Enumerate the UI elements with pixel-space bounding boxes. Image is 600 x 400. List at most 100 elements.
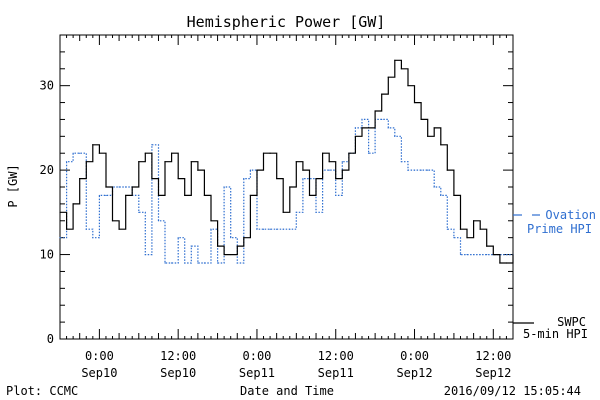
x-tick-label-date: Sep11 (239, 366, 275, 380)
data-point-swpc-5-min-hpi (341, 169, 343, 171)
data-point-swpc-5-min-hpi (348, 152, 350, 154)
data-point-ovation-prime-hpi (144, 253, 146, 256)
data-point-swpc-5-min-hpi (420, 118, 422, 121)
data-point-ovation-prime-hpi (230, 237, 232, 239)
data-point-ovation-prime-hpi (387, 127, 389, 129)
data-point-swpc-5-min-hpi (433, 127, 435, 129)
data-point-ovation-prime-hpi (249, 169, 251, 171)
y-tick-label: 10 (40, 248, 54, 262)
data-point-swpc-5-min-hpi (302, 169, 304, 171)
data-point-swpc-5-min-hpi (413, 101, 416, 104)
x-tick-label-time: 0:00 (400, 349, 429, 363)
data-point-swpc-5-min-hpi (164, 161, 166, 163)
data-point-swpc-5-min-hpi (295, 161, 297, 163)
data-point-ovation-prime-hpi (79, 152, 81, 154)
data-point-ovation-prime-hpi (210, 228, 212, 230)
data-point-ovation-prime-hpi (256, 228, 258, 230)
data-point-ovation-prime-hpi (282, 228, 284, 230)
data-point-ovation-prime-hpi (59, 237, 61, 239)
data-point-swpc-5-min-hpi (315, 177, 317, 180)
data-point-swpc-5-min-hpi (85, 161, 87, 163)
data-point-ovation-prime-hpi (420, 169, 422, 171)
data-point-swpc-5-min-hpi (171, 152, 173, 154)
data-point-swpc-5-min-hpi (374, 110, 376, 112)
data-point-swpc-5-min-hpi (65, 228, 68, 230)
data-point-ovation-prime-hpi (295, 211, 297, 213)
data-point-swpc-5-min-hpi (276, 177, 278, 180)
data-point-swpc-5-min-hpi (308, 194, 311, 197)
x-tick-label-date: Sep12 (475, 366, 511, 380)
data-point-swpc-5-min-hpi (473, 220, 475, 222)
data-point-ovation-prime-hpi (197, 262, 199, 264)
data-point-swpc-5-min-hpi (367, 127, 370, 129)
data-point-ovation-prime-hpi (177, 237, 179, 239)
legend-label-swpc: 5-min HPI (523, 327, 588, 341)
data-point-swpc-5-min-hpi (453, 194, 455, 197)
footer-timestamp: 2016/09/12 15:05:44 (444, 384, 581, 398)
data-point-ovation-prime-hpi (243, 177, 245, 180)
data-point-swpc-5-min-hpi (446, 169, 448, 171)
data-point-swpc-5-min-hpi (427, 135, 429, 137)
x-tick-label-date: Sep10 (81, 366, 117, 380)
data-point-swpc-5-min-hpi (98, 152, 100, 154)
data-point-ovation-prime-hpi (138, 211, 140, 213)
data-point-ovation-prime-hpi (328, 169, 330, 171)
data-point-swpc-5-min-hpi (230, 253, 232, 256)
data-point-ovation-prime-hpi (479, 253, 481, 256)
footer-x-axis-title: Date and Time (240, 384, 334, 398)
data-point-ovation-prime-hpi (466, 253, 468, 256)
data-point-ovation-prime-hpi (427, 169, 429, 171)
data-point-swpc-5-min-hpi (394, 59, 396, 61)
data-point-swpc-5-min-hpi (223, 253, 225, 256)
data-point-swpc-5-min-hpi (440, 144, 442, 146)
data-point-swpc-5-min-hpi (92, 144, 94, 146)
x-axis-ticks: 0:00 Sep10 12:00 Sep10 0:00 Sep11 12:00 Sep11 0:… (59, 35, 514, 380)
data-point-ovation-prime-hpi (302, 177, 304, 180)
data-point-swpc-5-min-hpi (486, 245, 488, 247)
x-tick-label-time: 12:00 (160, 349, 196, 363)
data-point-swpc-5-min-hpi (328, 161, 330, 163)
data-point-ovation-prime-hpi (505, 253, 508, 256)
data-point-ovation-prime-hpi (269, 228, 271, 230)
data-point-ovation-prime-hpi (203, 262, 206, 264)
data-point-swpc-5-min-hpi (177, 177, 179, 180)
data-point-swpc-5-min-hpi (79, 177, 81, 180)
x-tick-label-date: Sep12 (396, 366, 432, 380)
data-point-ovation-prime-hpi (223, 186, 225, 188)
data-point-ovation-prime-hpi (98, 194, 100, 197)
data-point-ovation-prime-hpi (407, 169, 409, 171)
data-point-swpc-5-min-hpi (125, 194, 127, 197)
data-point-swpc-5-min-hpi (151, 177, 153, 180)
y-tick-label: 30 (40, 79, 54, 93)
data-point-swpc-5-min-hpi (361, 127, 363, 129)
data-point-swpc-5-min-hpi (184, 194, 186, 197)
x-tick-label-time: 0:00 (85, 349, 114, 363)
data-point-swpc-5-min-hpi (387, 76, 389, 78)
y-tick-label: 20 (40, 163, 54, 177)
data-point-ovation-prime-hpi (125, 186, 127, 188)
x-tick-label-time: 12:00 (318, 349, 354, 363)
data-point-ovation-prime-hpi (440, 194, 442, 197)
legend-label-ovation: Ovation (545, 208, 596, 222)
series-line-swpc-5-min-hpi (60, 59, 514, 264)
data-point-swpc-5-min-hpi (262, 152, 265, 154)
data-point-swpc-5-min-hpi (157, 194, 160, 197)
data-point-swpc-5-min-hpi (289, 186, 291, 188)
data-point-ovation-prime-hpi (164, 262, 166, 264)
data-point-ovation-prime-hpi (85, 228, 87, 230)
data-point-swpc-5-min-hpi (236, 245, 238, 247)
series-layer (59, 59, 514, 264)
y-axis-ticks: 0 10 20 30 (40, 34, 513, 346)
data-point-ovation-prime-hpi (262, 228, 265, 230)
data-point-ovation-prime-hpi (289, 228, 291, 230)
data-point-ovation-prime-hpi (381, 118, 383, 121)
data-point-swpc-5-min-hpi (59, 211, 61, 213)
data-point-swpc-5-min-hpi (111, 220, 114, 222)
data-point-swpc-5-min-hpi (243, 237, 245, 239)
data-point-swpc-5-min-hpi (197, 169, 199, 171)
y-axis-label: P [GW] (6, 164, 20, 207)
data-point-swpc-5-min-hpi (269, 152, 271, 154)
data-point-swpc-5-min-hpi (190, 161, 192, 163)
data-point-ovation-prime-hpi (315, 211, 317, 213)
